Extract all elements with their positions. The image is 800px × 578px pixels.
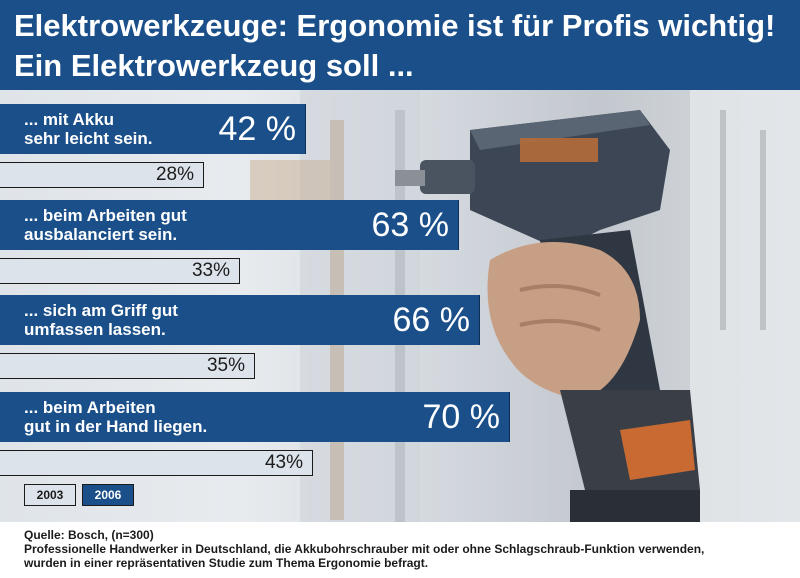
category-label-2: ... beim Arbeiten gut ausbalanciert sein. <box>24 206 187 244</box>
category-label-1-line-2: sehr leicht sein. <box>24 129 153 148</box>
value-label-2006-3: 66 % <box>392 301 471 339</box>
bar-2003-3 <box>0 353 255 379</box>
bar-2003-2 <box>0 258 240 284</box>
bar-2003-4 <box>0 450 313 476</box>
value-label-2006-1: 42 % <box>218 110 297 148</box>
value-label-2003-3: 35% <box>206 355 245 376</box>
legend-2006: 2006 <box>82 484 134 506</box>
category-label-4-line-1: ... beim Arbeiten <box>24 398 156 417</box>
source-note: Quelle: Bosch, (n=300) <box>24 528 154 542</box>
bar-2006-2 <box>0 200 459 250</box>
value-label-2003-1: 28% <box>155 164 194 185</box>
category-label-3: ... sich am Griff gut umfassen lassen. <box>24 301 178 339</box>
category-label-3-line-2: umfassen lassen. <box>24 320 166 339</box>
value-label-2006-4: 70 % <box>422 398 501 436</box>
study-note-line-2: wurden in einer repräsentativen Studie z… <box>24 556 429 570</box>
study-note-line-1: Professionelle Handwerker in Deutschland… <box>24 542 705 556</box>
chart-title: Elektrowerkzeuge: Ergonomie ist für Prof… <box>14 8 776 43</box>
value-label-2003-4: 43% <box>264 452 303 473</box>
bar-2006-3 <box>0 295 480 345</box>
chart-subtitle: Ein Elektrowerkzeug soll ... <box>14 48 414 83</box>
category-label-1: ... mit Akku sehr leicht sein. <box>24 110 153 148</box>
value-label-2006-2: 63 % <box>371 206 450 244</box>
footer: Quelle: Bosch, (n=300) Professionelle Ha… <box>0 522 800 578</box>
category-label-2-line-2: ausbalanciert sein. <box>24 225 178 244</box>
category-label-4: ... beim Arbeiten gut in der Hand liegen. <box>24 398 207 436</box>
chart-header: Elektrowerkzeuge: Ergonomie ist für Prof… <box>0 0 800 90</box>
legend-2003: 2003 <box>24 484 76 506</box>
bar-2006-1 <box>0 104 306 154</box>
bar-2003-1 <box>0 162 204 188</box>
bar-2006-4 <box>0 392 510 442</box>
category-label-1-line-1: ... mit Akku <box>24 110 115 129</box>
value-label-2003-2: 33% <box>191 260 230 281</box>
category-label-3-line-1: ... sich am Griff gut <box>24 301 178 320</box>
category-label-2-line-1: ... beim Arbeiten gut <box>24 206 187 225</box>
category-label-4-line-2: gut in der Hand liegen. <box>24 417 208 436</box>
